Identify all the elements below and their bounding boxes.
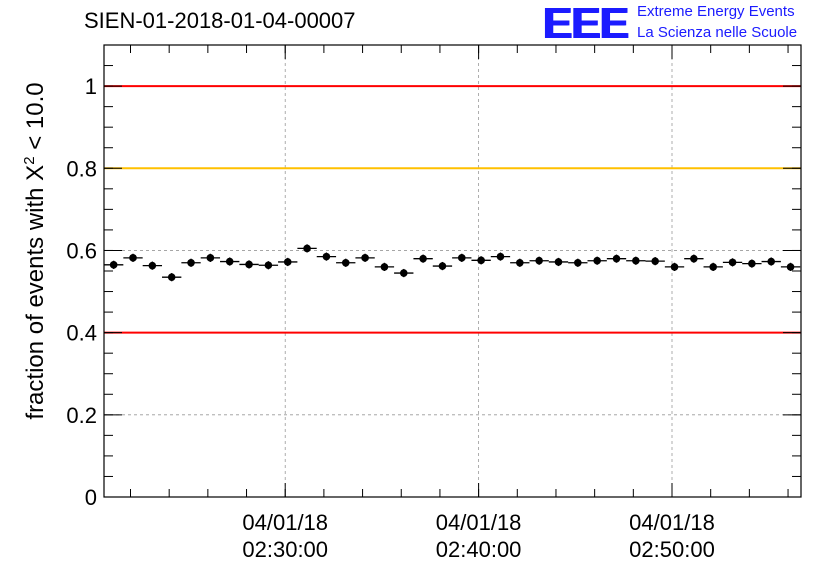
point-marker — [457, 254, 466, 262]
data-point — [529, 256, 549, 265]
data-point — [278, 257, 298, 267]
point-marker — [477, 256, 485, 265]
data-point — [123, 253, 143, 262]
y-axis-label: fraction of events with X2 < 10.0 — [21, 82, 50, 420]
data-point — [490, 252, 511, 261]
point-marker — [438, 262, 447, 270]
data-point — [742, 259, 762, 268]
y-label-suffix: < 10.0 — [22, 82, 49, 157]
eee-logo: EEE — [543, 0, 629, 48]
data-point — [626, 256, 646, 265]
data-point — [548, 257, 569, 267]
data-point — [684, 254, 704, 263]
point-marker — [612, 254, 621, 263]
point-marker — [728, 258, 737, 267]
data-point — [297, 244, 317, 253]
data-point — [568, 258, 588, 267]
x-tick-time: 02:50:00 — [629, 537, 715, 562]
point-marker — [651, 257, 659, 265]
logo-line-2: La Scienza nelle Scuole — [637, 24, 798, 41]
data-point — [355, 253, 375, 262]
data-point — [780, 262, 801, 271]
point-marker — [690, 254, 698, 263]
point-marker — [148, 261, 157, 270]
point-marker — [574, 258, 582, 267]
point-marker — [225, 257, 234, 266]
data-point — [374, 262, 395, 271]
data-point — [413, 254, 433, 263]
data-point — [703, 262, 723, 271]
y-tick-label: 0.6 — [66, 238, 97, 263]
data-point — [258, 261, 279, 270]
point-marker — [167, 273, 176, 281]
data-point — [722, 258, 743, 267]
y-label-symbol: X — [22, 164, 49, 181]
point-marker — [593, 256, 601, 265]
data-point — [761, 257, 781, 266]
data-point — [239, 260, 259, 269]
data-point — [471, 256, 491, 265]
data-point — [162, 273, 182, 282]
y-label-exponent: 2 — [21, 156, 38, 165]
data-point — [510, 258, 530, 267]
x-tick-date: 04/01/18 — [242, 510, 328, 535]
data-point — [220, 257, 240, 266]
point-marker — [322, 252, 331, 261]
y-tick-label: 1 — [85, 74, 97, 99]
data-point — [606, 254, 627, 263]
data-point — [394, 268, 414, 278]
data-point — [104, 260, 124, 269]
y-label-prefix: fraction of events with — [22, 180, 49, 420]
point-marker — [341, 258, 350, 267]
point-marker — [670, 263, 679, 271]
y-tick-label: 0.2 — [66, 403, 97, 428]
point-marker — [245, 260, 253, 269]
data-point — [200, 253, 221, 262]
point-marker — [361, 254, 369, 262]
data-point — [664, 262, 685, 271]
data-point — [452, 253, 472, 262]
point-marker — [264, 261, 273, 270]
point-marker — [206, 254, 215, 262]
data-point — [645, 257, 665, 266]
point-marker — [303, 244, 311, 253]
point-marker — [399, 269, 408, 277]
data-point — [316, 252, 337, 261]
chart-title: SIEN-01-2018-01-04-00007 — [84, 8, 356, 33]
data-point — [181, 258, 201, 267]
point-marker — [283, 258, 292, 266]
point-marker — [709, 263, 717, 271]
x-tick-time: 02:30:00 — [242, 537, 328, 562]
point-marker — [419, 254, 427, 263]
point-marker — [748, 259, 756, 268]
point-marker — [535, 256, 543, 265]
y-tick-label: 0 — [85, 485, 97, 510]
data-point — [587, 256, 607, 265]
point-marker — [554, 258, 563, 266]
y-tick-label: 0.4 — [66, 321, 97, 346]
x-tick-date: 04/01/18 — [629, 510, 715, 535]
data-point — [432, 261, 453, 271]
point-marker — [109, 261, 118, 269]
logo-line-1: Extreme Energy Events — [637, 3, 795, 20]
point-marker — [380, 263, 389, 271]
point-marker — [187, 258, 195, 267]
point-marker — [516, 258, 524, 267]
point-marker — [632, 256, 640, 265]
x-tick-time: 02:40:00 — [436, 537, 522, 562]
plot-frame — [103, 44, 802, 498]
point-marker — [129, 254, 137, 262]
point-marker — [767, 257, 776, 266]
data-point — [142, 261, 163, 270]
point-marker — [786, 263, 795, 271]
x-tick-date: 04/01/18 — [436, 510, 522, 535]
y-tick-label: 0.8 — [66, 156, 97, 181]
data-point — [336, 258, 356, 267]
point-marker — [496, 252, 505, 261]
